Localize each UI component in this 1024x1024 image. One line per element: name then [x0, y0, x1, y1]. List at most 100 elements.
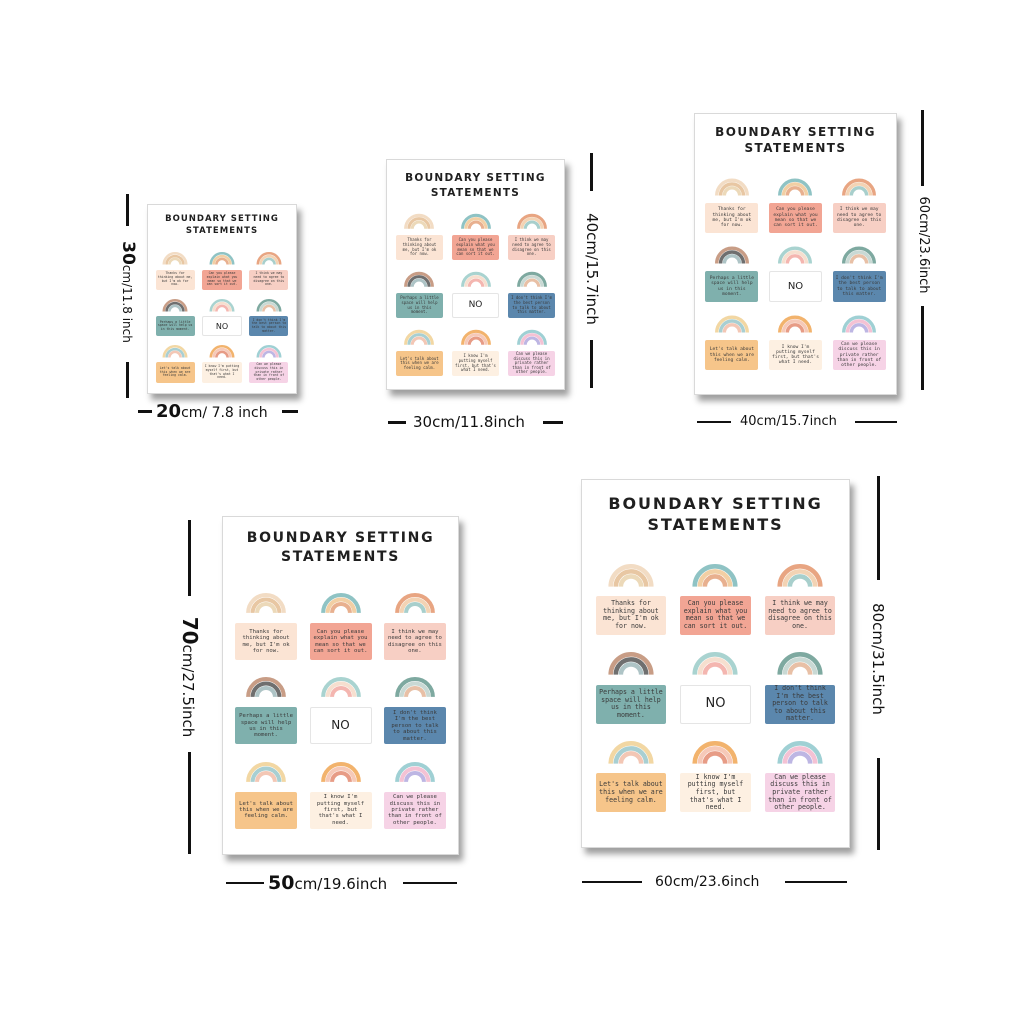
rainbow-illustration — [842, 246, 877, 264]
rainbow-arc — [782, 568, 818, 587]
rainbow-arc — [697, 746, 733, 764]
rainbow-arc — [703, 662, 728, 676]
statement-cell: Can you please explain what you mean so … — [307, 581, 374, 665]
rainbow-arc — [250, 597, 282, 614]
statement-card: Let's talk about this when we are feelin… — [396, 350, 443, 377]
poster-20x30: BOUNDARY SETTING STATEMENTS Thanks for th… — [147, 204, 297, 394]
rainbow-arc — [718, 250, 746, 264]
rainbow-illustration — [460, 329, 491, 345]
rainbow-illustration — [256, 252, 282, 266]
size-label-height-70: 70cm/27.5inch — [178, 603, 202, 751]
rainbow-illustration — [608, 563, 654, 587]
rainbow-arc — [329, 686, 352, 698]
statement-cell: NO — [767, 237, 825, 306]
rainbow-arc — [519, 274, 544, 287]
statement-cell: Can you please explain what you mean so … — [677, 552, 754, 641]
rainbow-arc — [404, 213, 435, 229]
statement-card: I don't think I'm the best person to tal… — [832, 271, 886, 302]
statement-card: Can we please discuss this in private ra… — [832, 340, 886, 371]
rainbow-arc — [613, 568, 649, 587]
statement-card: Can you please explain what you mean so … — [768, 202, 823, 234]
statement-text: NO — [787, 280, 804, 292]
statement-cell: I don't think I'm the best person to tal… — [762, 640, 839, 729]
rainbow-illustration — [395, 677, 435, 698]
statement-text: Let's talk about this when we are feelin… — [159, 365, 191, 378]
dimension-line — [126, 194, 129, 226]
size-number: 80 — [869, 603, 887, 623]
rainbow-arc — [467, 278, 484, 287]
rainbow-arc — [787, 573, 813, 587]
dimension-line — [388, 421, 406, 424]
size-label-width-60: 60cm/23.6inch — [655, 872, 759, 892]
rainbow-arc — [697, 568, 733, 587]
rainbow-arc — [722, 185, 742, 196]
statement-grid: Thanks for thinking about me, but I'm ok… — [703, 169, 888, 375]
statement-card: Perhaps a little space will help us in t… — [595, 684, 667, 724]
statement-card: I think we may need to agree to disagree… — [383, 623, 446, 661]
statement-card: Perhaps a little space will help us in t… — [235, 707, 298, 745]
rainbow-arc — [215, 350, 229, 358]
statement-cell: Thanks for thinking about me, but I'm ok… — [703, 169, 761, 238]
rainbow-illustration — [246, 677, 286, 698]
statement-text: I think we may need to agree to disagree… — [253, 271, 285, 287]
statement-grid: Thanks for thinking about me, but I'm ok… — [593, 552, 839, 818]
rainbow-arc — [215, 258, 229, 266]
statement-grid: Thanks for thinking about me, but I'm ok… — [154, 246, 290, 385]
rainbow-illustration — [516, 271, 547, 287]
rainbow-arc — [460, 271, 491, 287]
rainbow-arc — [523, 278, 540, 287]
rainbow-arc — [845, 181, 873, 196]
dimension-line — [877, 758, 880, 850]
rainbow-arc — [255, 770, 278, 782]
statement-cell: Perhaps a little space will help us in t… — [394, 264, 445, 322]
rainbow-arc — [692, 741, 739, 764]
rainbow-illustration — [320, 761, 361, 782]
statement-text: I know I'm putting myself first, but tha… — [455, 353, 496, 373]
statement-card: I think we may need to agree to disagree… — [764, 595, 836, 635]
rainbow-arc — [608, 652, 654, 676]
rainbow-arc — [411, 336, 428, 345]
statement-cell: NO — [307, 665, 374, 749]
statement-text: I don't think I'm the best person to tal… — [251, 317, 287, 333]
statement-card: Can we please discuss this in private ra… — [508, 350, 555, 377]
rainbow-arc — [325, 597, 356, 614]
rainbow-arc — [618, 573, 644, 587]
rainbow-arc — [246, 593, 286, 614]
rainbow-arc — [849, 185, 869, 196]
statement-card: I know I'm putting myself first, but tha… — [768, 340, 823, 371]
rainbow-arc — [320, 677, 361, 698]
size-number: 20 — [156, 401, 182, 422]
statement-text: Can we please discuss this in private ra… — [512, 351, 551, 375]
rainbow-arc — [320, 593, 361, 614]
rainbow-arc — [842, 246, 877, 264]
rainbow-arc — [325, 765, 356, 782]
rainbow-arc — [162, 345, 188, 358]
dimension-line — [282, 410, 298, 413]
statement-card: I don't think I'm the best person to tal… — [249, 315, 289, 337]
rainbow-arc — [845, 250, 873, 264]
rainbow-arc — [395, 593, 435, 614]
dimension-line — [226, 882, 264, 884]
statement-card: I don't think I'm the best person to tal… — [508, 292, 555, 319]
rainbow-illustration — [778, 315, 813, 333]
rainbow-illustration — [516, 213, 547, 229]
size-label-height-80: 80cm/31.5inch — [869, 599, 887, 719]
rainbow-arc — [523, 220, 540, 229]
poster-title: BOUNDARY SETTING STATEMENTS — [165, 214, 279, 236]
rainbow-arc — [460, 329, 491, 345]
rainbow-arc — [329, 601, 352, 614]
rainbow-illustration — [692, 741, 739, 764]
statement-text: Can we please discuss this in private ra… — [768, 773, 832, 812]
statement-cell: Can we please discuss this in private ra… — [762, 729, 839, 818]
rainbow-illustration — [256, 345, 282, 358]
size-label-width-50: 50cm/19.6inch — [268, 872, 387, 895]
rainbow-illustration — [162, 252, 188, 266]
size-number: 40 — [583, 213, 601, 233]
rainbow-arc — [718, 319, 746, 333]
statement-text: I don't think I'm the best person to tal… — [511, 295, 553, 315]
rainbow-arc — [692, 563, 739, 587]
rainbow-arc — [463, 332, 488, 345]
statement-card: Thanks for thinking about me, but I'm ok… — [235, 623, 298, 661]
statement-card: Can you please explain what you mean so … — [452, 234, 499, 261]
statement-card: Let's talk about this when we are feelin… — [705, 340, 759, 371]
